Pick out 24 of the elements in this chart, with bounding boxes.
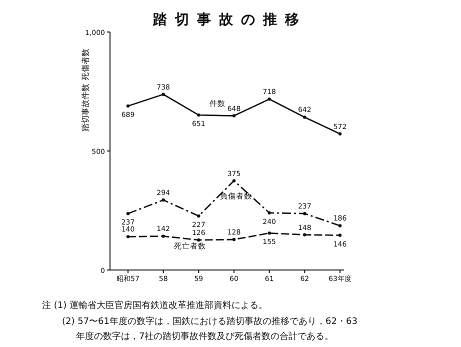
- chart-title: 踏切事故の推移: [152, 12, 307, 28]
- point: [162, 198, 165, 202]
- point: [303, 212, 306, 216]
- point: [338, 132, 342, 136]
- point: [268, 211, 271, 214]
- point: [162, 92, 165, 96]
- notes: 注 (1) 運輸省大臣官房国有鉄道改革推進部資料による。 (2) 57〜61年度の数字は，国鉄における踏切事故の推移であり，62・63年度の数字は，7社の踏切事故件数及び死傷者数の合計である。: [42, 301, 358, 342]
- point: [303, 116, 306, 119]
- point: [338, 224, 342, 228]
- point: [162, 234, 165, 238]
- point: [268, 232, 271, 235]
- point: [232, 238, 236, 242]
- y-axis-title: 踏切事故件数 死傷者数: [81, 48, 90, 132]
- point: [197, 214, 200, 218]
- point: [197, 113, 200, 117]
- point: [126, 212, 130, 216]
- point: [126, 235, 130, 238]
- point: [338, 234, 342, 237]
- point: [268, 98, 271, 101]
- point: [303, 233, 306, 236]
- point: [126, 104, 130, 108]
- point: [197, 238, 200, 242]
- point: [232, 179, 236, 182]
- point: [232, 114, 236, 118]
